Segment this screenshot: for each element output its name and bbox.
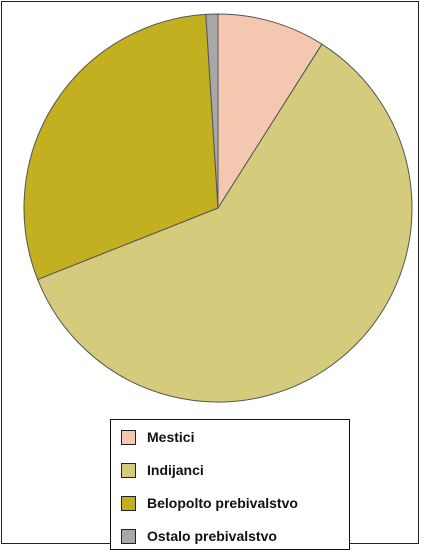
legend-label-ostalo: Ostalo prebivalstvo [147,528,277,544]
legend-label-mestici: Mestici [147,429,195,445]
pie-slice-mestici [217,13,323,210]
legend-swatch-ostalo [121,528,136,544]
legend-label-indijanci: Indijanci [147,462,204,478]
legend-swatch-indijanci [121,462,136,478]
legend-swatch-mestici [121,429,136,445]
legend: Mestici Indijanci Belopolto prebivalstvo… [110,419,350,550]
legend-swatch-belopolto [121,495,136,511]
pie-slice-ostalo-prebivalstvo [205,13,219,209]
legend-label-belopolto: Belopolto prebivalstvo [147,495,298,511]
pie-chart [23,13,413,403]
pie-slice-belopolto-prebivalstvo [23,13,219,281]
pie-slice-indijanci [36,43,413,403]
